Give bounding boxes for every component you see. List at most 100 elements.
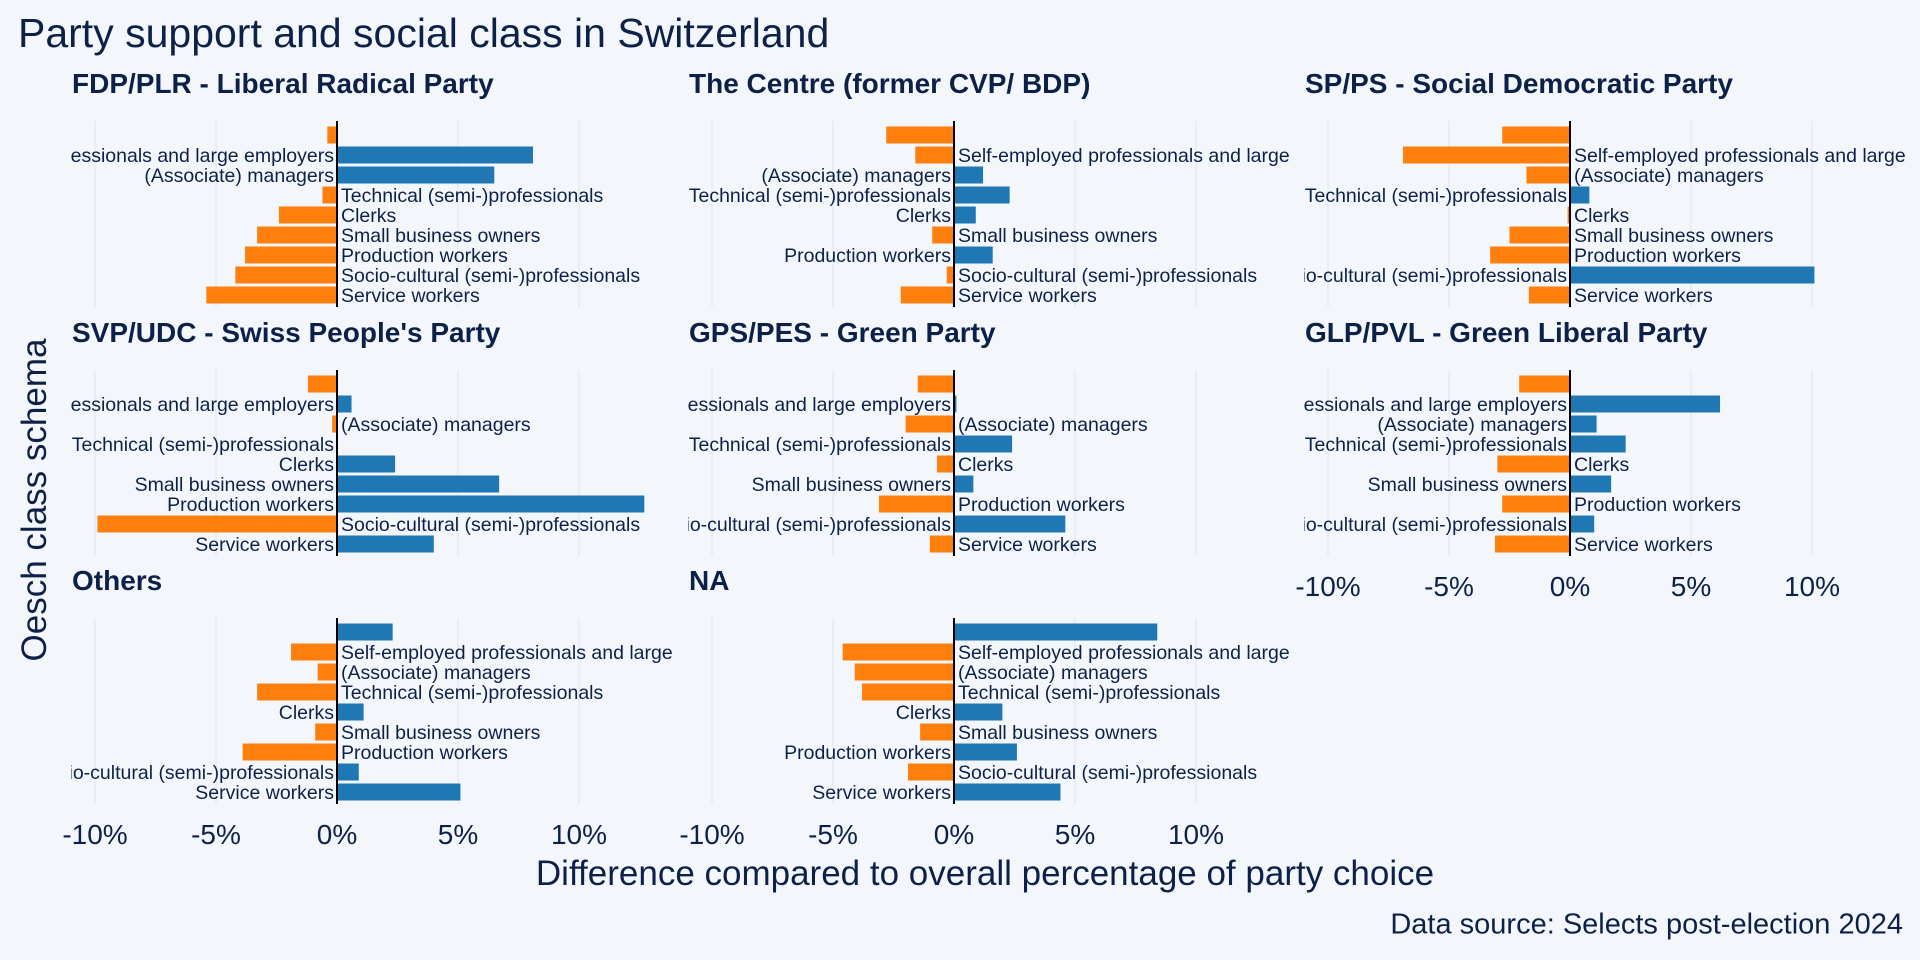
bar-service-workers — [337, 535, 434, 553]
bar-socio-cultural-semi-professionals — [97, 515, 337, 533]
panel-sp-ps-social-democratic-party: SP/PS - Social Democratic Party Self-empl… — [1304, 68, 1905, 307]
category-label: Technical (semi-)professionals — [72, 434, 335, 456]
bar-clerks — [954, 703, 1003, 721]
panel-title: GLP/PVL - Green Liberal Party — [1305, 317, 1708, 348]
bar-service-workers — [1528, 286, 1570, 304]
x-tick-label: 10% — [1784, 571, 1840, 602]
bar-small-business-owners — [337, 475, 500, 493]
category-label: Self-employed professionals and large em… — [958, 145, 1385, 167]
panel-others: Others Self-employed professionals and la… — [62, 565, 768, 850]
category-label: Self-employed professionals and large em… — [958, 642, 1385, 664]
category-label: Self-employed professionals and large em… — [341, 642, 768, 664]
category-label: Self-employed professionals and large em… — [1140, 394, 1567, 416]
bar-clerks — [337, 455, 396, 473]
panel-title: SP/PS - Social Democratic Party — [1305, 68, 1733, 99]
bar-socio-cultural-semi-professionals — [908, 763, 954, 781]
x-tick-label: 0% — [934, 819, 974, 850]
panel-title: NA — [689, 565, 729, 596]
x-tick-label: -5% — [1424, 571, 1474, 602]
category-label: Service workers — [341, 285, 480, 307]
bar-self-employed-professionals-and-large-employers — [915, 146, 954, 164]
category-label: Production workers — [341, 245, 508, 267]
bar-service-workers — [206, 286, 337, 304]
bar-service-workers — [900, 286, 954, 304]
category-label: Clerks — [279, 702, 335, 724]
bar-small-business-owners — [1509, 226, 1570, 244]
category-label: Clerks — [1574, 454, 1630, 476]
bar-self-employed-professionals-and-large-employers — [954, 395, 957, 413]
x-tick-label: 10% — [1168, 819, 1224, 850]
bar-associate-managers — [1570, 415, 1597, 433]
category-label: Service workers — [195, 782, 334, 804]
x-tick-label: -10% — [62, 819, 127, 850]
bar-associate-managers — [317, 663, 337, 681]
category-label: Small business owners — [341, 225, 541, 247]
bar-clerks — [278, 206, 337, 224]
category-label: Service workers — [958, 285, 1097, 307]
x-tick-label: -10% — [1295, 571, 1360, 602]
bar-production-workers — [242, 743, 337, 761]
bar-small-business-owners — [1570, 475, 1612, 493]
bar-technical-semi-professionals — [257, 683, 337, 701]
category-label: Self-employed professionals and large em… — [0, 394, 334, 416]
bar-associate-managers — [854, 663, 954, 681]
category-label: Technical (semi-)professionals — [689, 185, 952, 207]
bar-small-business-owners — [932, 226, 954, 244]
x-tick-label: 10% — [551, 819, 607, 850]
panel-title: FDP/PLR - Liberal Radical Party — [72, 68, 494, 99]
bar-clerks — [337, 703, 364, 721]
bar-production-workers — [337, 495, 645, 513]
bar-production-workers — [878, 495, 954, 513]
category-label: Production workers — [1574, 494, 1741, 516]
category-label: Technical (semi-)professionals — [341, 185, 604, 207]
category-label: Socio-cultural (semi-)professionals — [341, 265, 640, 287]
category-label: Socio-cultural (semi-)professionals — [958, 265, 1257, 287]
bar-technical-semi-professionals — [1570, 186, 1590, 204]
x-tick-label: 5% — [438, 819, 478, 850]
bar-small-business-owners — [315, 723, 337, 741]
bar-self-employed-professionals-and-large-employers — [291, 643, 337, 661]
x-tick-label: 0% — [1550, 571, 1590, 602]
bar-technical-semi-professionals — [954, 186, 1010, 204]
bar-technical-semi-professionals — [322, 186, 337, 204]
panel-gps-pes-green-party: GPS/PES - Green Party Self-employed profe… — [524, 317, 1197, 556]
bar-blank — [917, 375, 954, 393]
panel-the-centre-former-cvp-bdp: The Centre (former CVP/ BDP) Self-employe… — [689, 68, 1385, 307]
category-label: Production workers — [341, 742, 508, 764]
x-tick-label: -10% — [679, 819, 744, 850]
bar-self-employed-professionals-and-large-employers — [337, 146, 534, 164]
category-label: Production workers — [167, 494, 334, 516]
bar-blank — [1519, 375, 1570, 393]
bar-technical-semi-professionals — [954, 435, 1013, 453]
bar-blank — [307, 375, 337, 393]
category-label: Production workers — [784, 742, 951, 764]
category-label: Self-employed professionals and large em… — [524, 394, 951, 416]
chart-title: Party support and social class in Switze… — [18, 10, 830, 56]
category-label: Small business owners — [341, 722, 541, 744]
bar-blank — [886, 126, 954, 144]
bar-blank — [327, 126, 337, 144]
bar-clerks — [1567, 206, 1570, 224]
bar-technical-semi-professionals — [1570, 435, 1626, 453]
bar-associate-managers — [954, 166, 984, 184]
panel-title: SVP/UDC - Swiss People's Party — [72, 317, 501, 348]
bar-self-employed-professionals-and-large-employers — [1570, 395, 1721, 413]
category-label: Service workers — [812, 782, 951, 804]
category-label: Socio-cultural (semi-)professionals — [1268, 514, 1567, 536]
category-label: Production workers — [1574, 245, 1741, 267]
bar-production-workers — [245, 246, 337, 264]
bar-clerks — [937, 455, 954, 473]
category-label: Service workers — [195, 534, 334, 556]
category-label: Clerks — [896, 702, 952, 724]
bar-production-workers — [954, 743, 1017, 761]
bar-socio-cultural-semi-professionals — [954, 515, 1066, 533]
category-label: Self-employed professionals and large em… — [0, 145, 334, 167]
panel-glp-pvl-green-liberal-party: GLP/PVL - Green Liberal Party Self-employ… — [1140, 317, 1840, 602]
category-label: Small business owners — [958, 225, 1158, 247]
x-tick-label: 5% — [1671, 571, 1711, 602]
category-label: Clerks — [958, 454, 1014, 476]
bar-small-business-owners — [954, 475, 974, 493]
bar-socio-cultural-semi-professionals — [1570, 515, 1595, 533]
panel-svp-udc-swiss-people-s-party: SVP/UDC - Swiss People's Party Self-emplo… — [0, 317, 645, 556]
